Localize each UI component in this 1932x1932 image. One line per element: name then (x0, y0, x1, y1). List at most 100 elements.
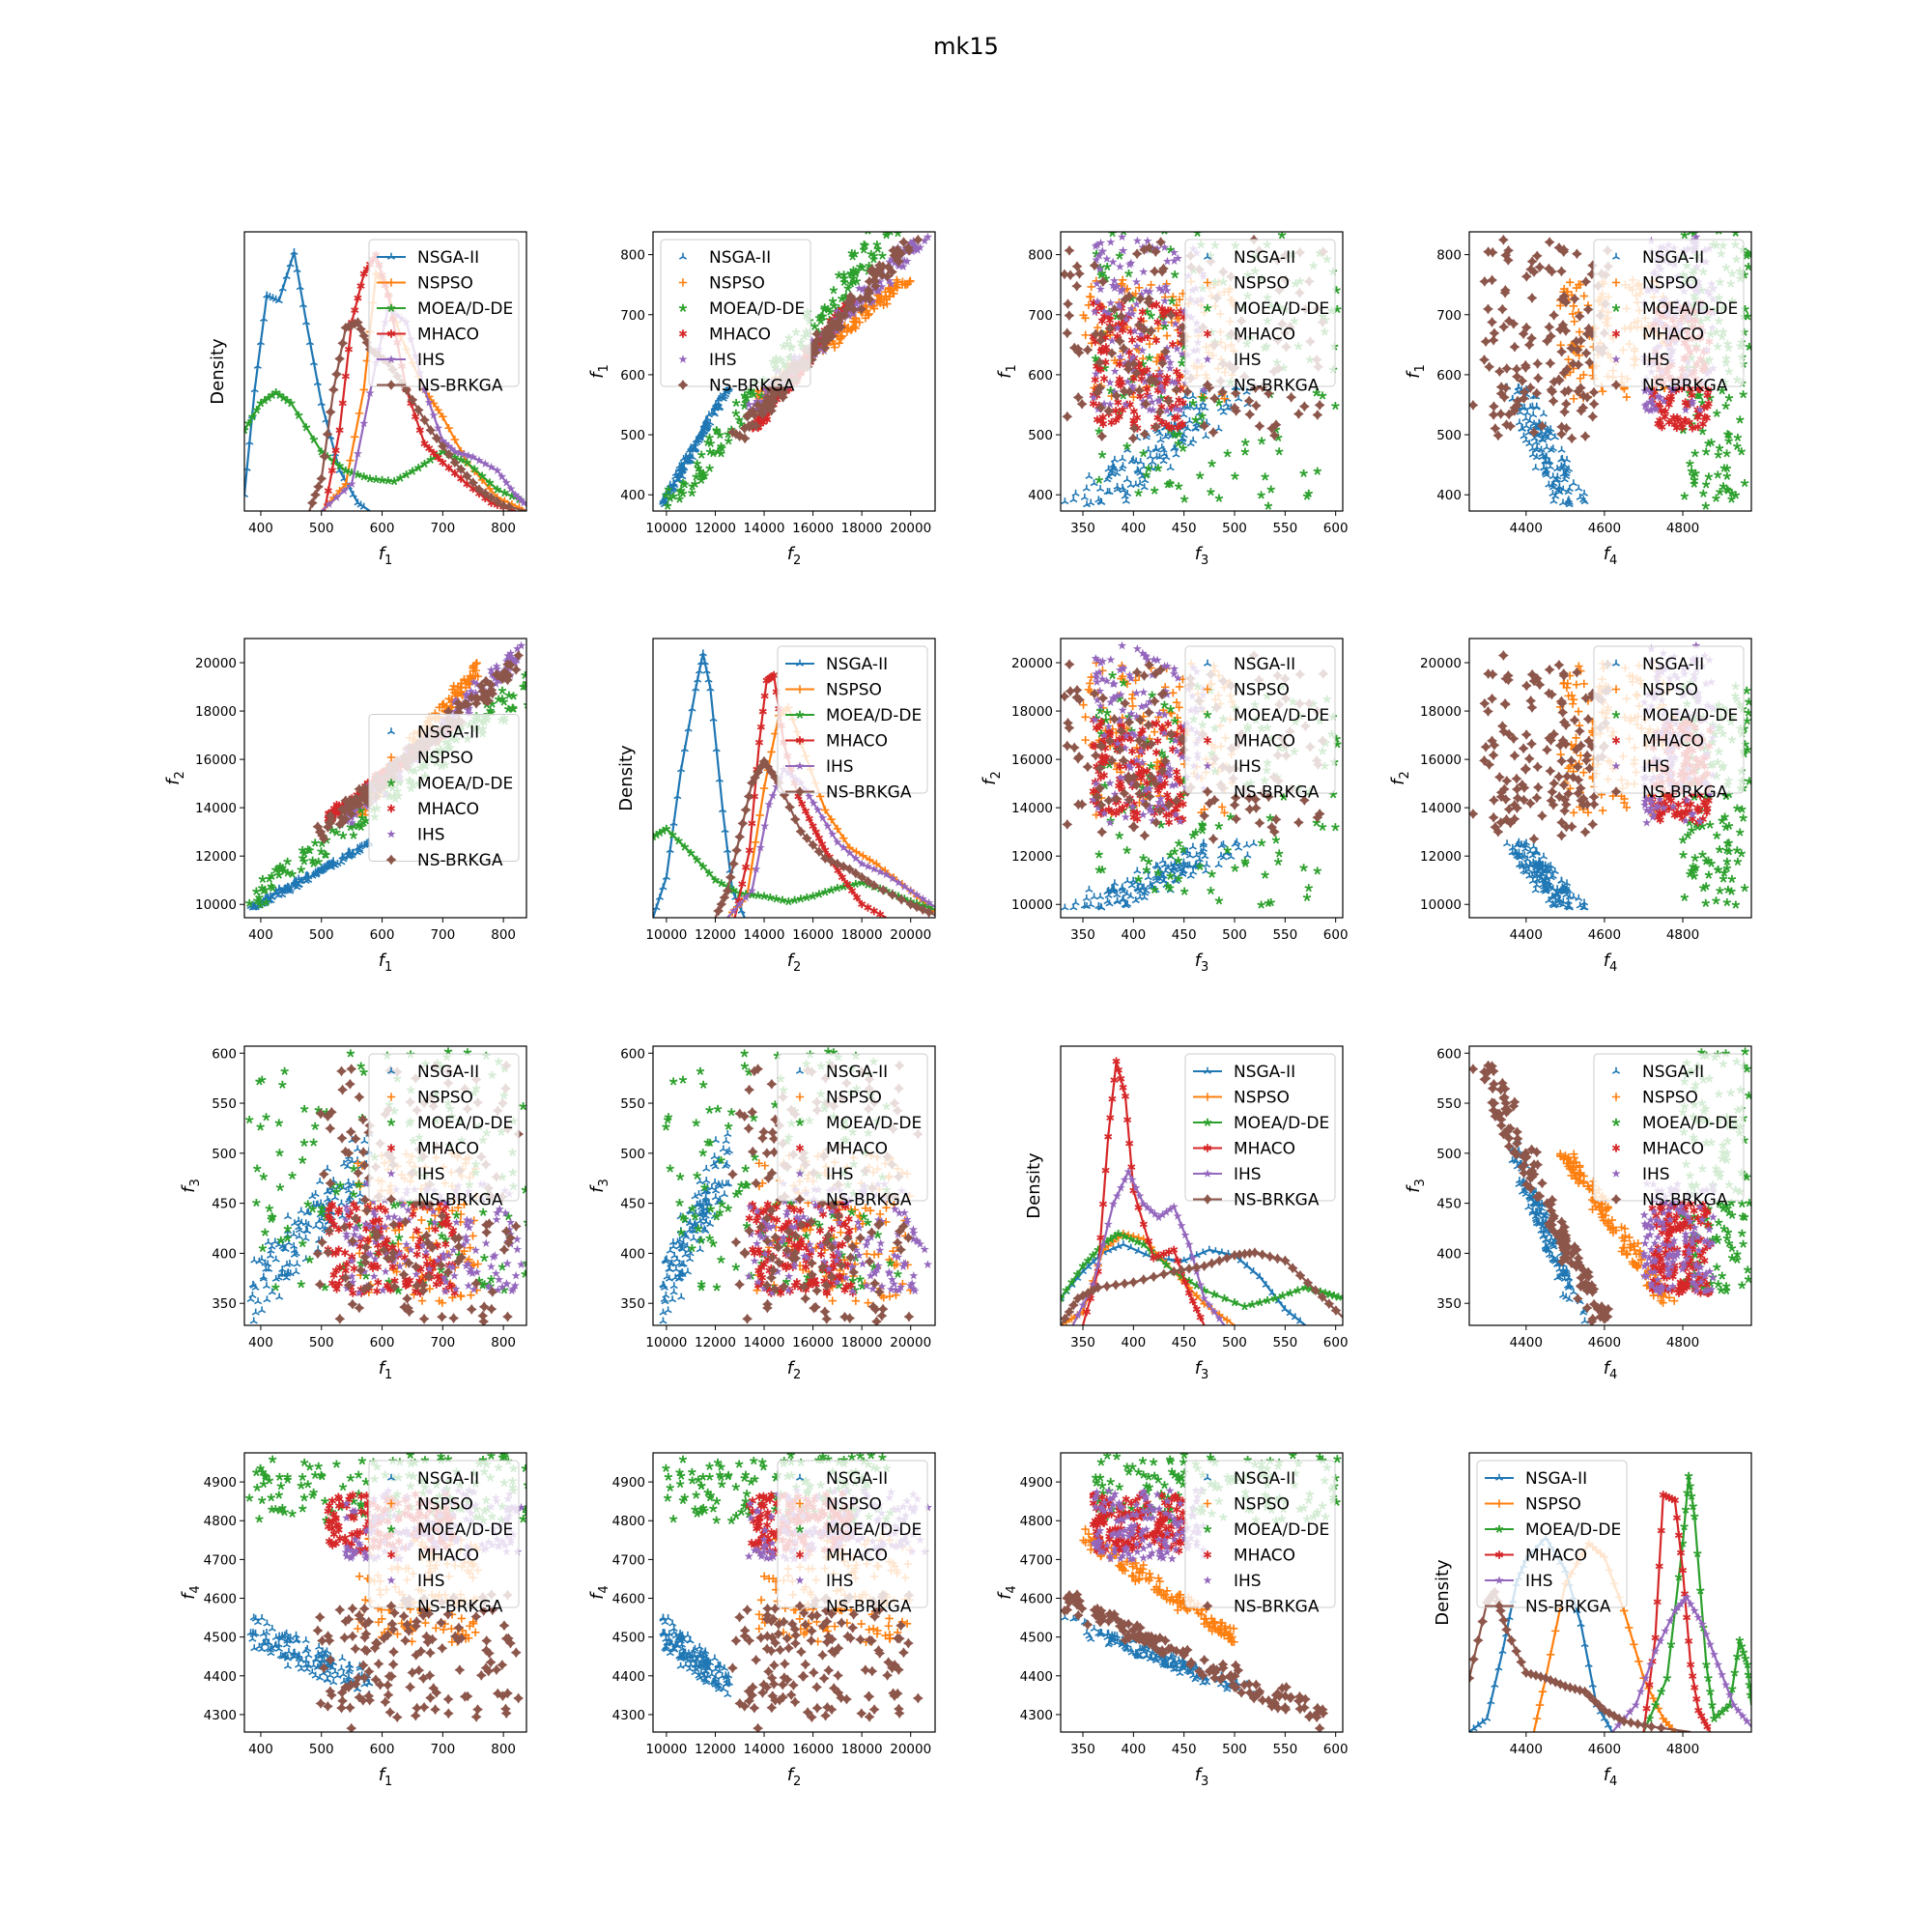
scatter-point (1156, 794, 1166, 803)
scatter-point (1103, 795, 1115, 807)
scatter-point (747, 406, 758, 416)
scatter-point (1266, 821, 1277, 833)
scatter-point (1123, 899, 1132, 907)
scatter-point (1165, 363, 1175, 373)
scatter-point (1126, 892, 1135, 899)
scatter-point (1125, 763, 1135, 772)
scatter-point (1090, 715, 1099, 724)
scatter-point (258, 884, 267, 893)
scatter-point (795, 710, 805, 719)
scatter-point (859, 851, 867, 861)
scatter-point (486, 665, 497, 674)
scatter-point (1099, 399, 1109, 409)
scatter-point (1092, 255, 1101, 264)
scatter-point (1139, 796, 1149, 806)
scatter-point (1203, 659, 1212, 667)
scatter-point (1659, 396, 1668, 406)
scatter-point (501, 477, 511, 487)
scatter-point (1136, 329, 1146, 339)
scatter-point (1170, 664, 1179, 673)
scatter-point (905, 898, 917, 910)
scatter-point (768, 390, 779, 402)
legend-label: IHS (709, 351, 737, 370)
scatter-point (1512, 400, 1522, 412)
scatter-point (1175, 295, 1184, 304)
scatter-point (1154, 708, 1164, 718)
axes-frame (1060, 231, 1344, 512)
scatter-point (1548, 490, 1557, 497)
scatter-point (1313, 467, 1322, 475)
scatter-point (688, 489, 696, 497)
scatter-point (753, 891, 762, 899)
scatter-point (1304, 884, 1314, 893)
scatter-point (1147, 311, 1155, 320)
scatter-point (1139, 267, 1149, 276)
scatter-point (1185, 851, 1194, 859)
scatter-point (1543, 427, 1551, 435)
panel-f2-vs-f1: 400 500 600 700 800f110000120001400016000180… (163, 638, 527, 975)
scatter-point (743, 791, 754, 802)
x-tick-label: 12000 (695, 521, 736, 536)
scatter-point (1166, 704, 1176, 714)
scatter-point (865, 309, 873, 319)
y-tick-label: 18000 (195, 704, 237, 720)
scatter-point (1528, 267, 1540, 277)
scatter-point (1099, 730, 1109, 740)
scatter-point (828, 297, 838, 305)
scatter-point (1314, 400, 1325, 411)
scatter-point (1657, 407, 1665, 415)
x-tick-label: 400 (1121, 521, 1146, 536)
scatter-point (1185, 416, 1194, 424)
scatter-point (1114, 299, 1124, 309)
scatter-point (1164, 818, 1174, 827)
scatter-point (705, 433, 714, 441)
scatter-point (1129, 812, 1138, 822)
scatter-point (1155, 237, 1167, 248)
scatter-point (851, 853, 861, 863)
scatter-point (737, 817, 749, 829)
scatter-point (1118, 454, 1126, 462)
scatter-point (742, 411, 753, 422)
scatter-point (1113, 691, 1122, 700)
scatter-point (1677, 419, 1686, 429)
scatter-point (1176, 405, 1185, 414)
scatter-point (1580, 276, 1592, 287)
scatter-point (1090, 479, 1098, 487)
scatter-point (469, 661, 478, 670)
scatter-point (678, 489, 688, 497)
scatter-point (1089, 688, 1100, 699)
scatter-point (1484, 361, 1495, 373)
scatter-point (1165, 764, 1175, 773)
scatter-point (1115, 251, 1124, 260)
scatter-point (1558, 498, 1568, 506)
scatter-point (1116, 352, 1125, 361)
scatter-point (1501, 363, 1513, 374)
scatter-point (770, 772, 781, 783)
scatter-point (1152, 877, 1161, 885)
scatter-point (485, 679, 497, 691)
scatter-point (1175, 430, 1183, 439)
scatter-point (811, 328, 823, 340)
scatter-point (1093, 240, 1102, 249)
scatter-point (1151, 748, 1161, 757)
scatter-point (1143, 297, 1154, 308)
scatter-point (1640, 401, 1650, 410)
scatter-point (1208, 393, 1220, 404)
scatter-point (1076, 799, 1088, 810)
scatter-point (1128, 353, 1138, 361)
scatter-point (1159, 728, 1169, 738)
scatter-point (1089, 399, 1097, 409)
scatter-point (1293, 409, 1304, 419)
scatter-point (1123, 490, 1132, 497)
scatter-point (1143, 332, 1152, 341)
scatter-point (1572, 283, 1581, 293)
scatter-point (1134, 885, 1143, 893)
scatter-point (895, 894, 907, 905)
scatter-point (1579, 431, 1591, 441)
scatter-point (1120, 294, 1131, 305)
scatter-point (839, 270, 848, 279)
scatter-point (1302, 492, 1312, 500)
scatter-point (1144, 873, 1152, 881)
y-tick-label: 16000 (195, 753, 237, 768)
scatter-point (1094, 866, 1104, 874)
